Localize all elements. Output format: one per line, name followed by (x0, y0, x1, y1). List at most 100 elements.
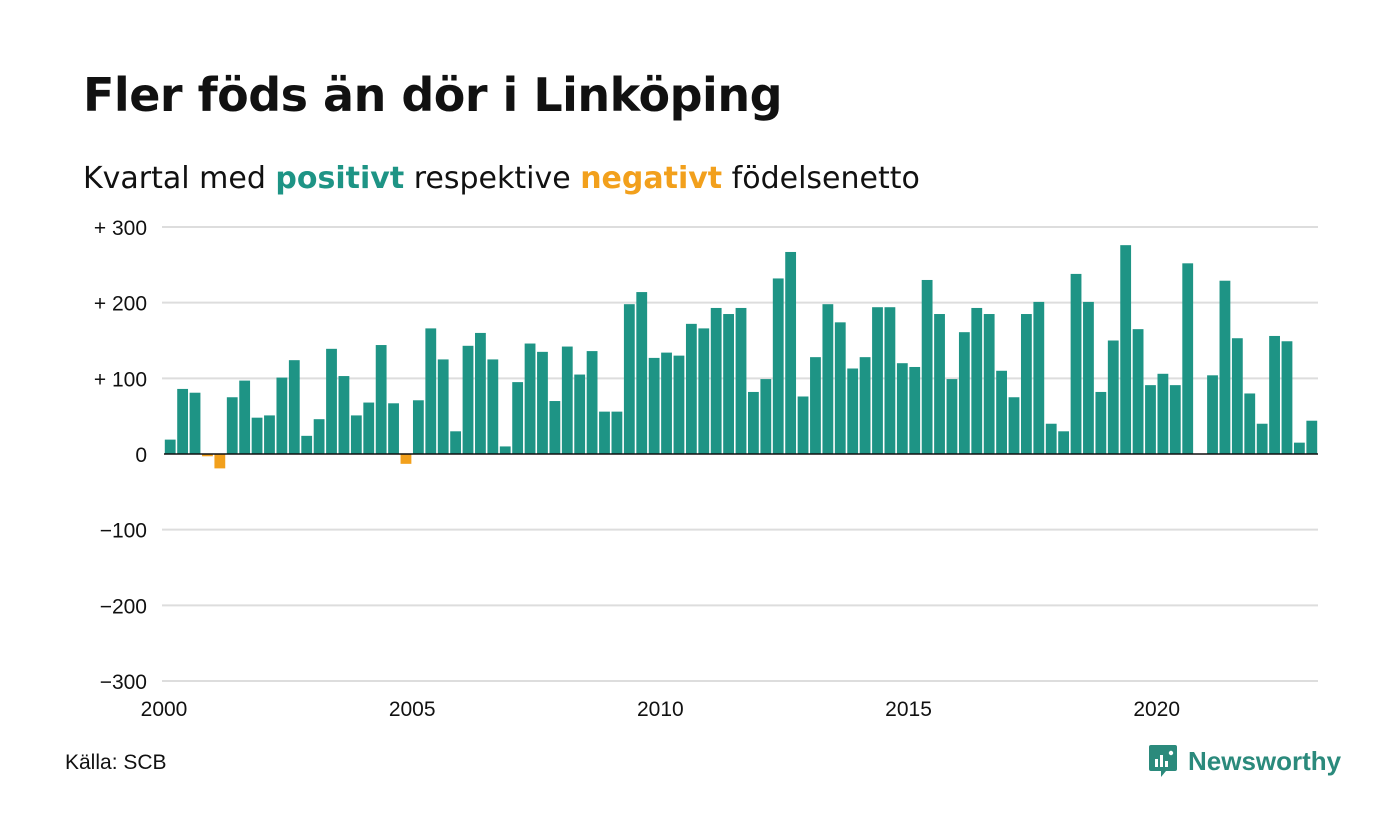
bar-2022Q3 (1281, 341, 1293, 454)
brand-name: Newsworthy (1188, 745, 1342, 776)
bar-2001Q3 (239, 380, 251, 454)
bar-2017Q3 (1033, 301, 1045, 454)
bar-2020Q2 (1169, 385, 1181, 454)
bars (164, 245, 1318, 469)
bar-2009Q1 (611, 411, 623, 454)
bar-2015Q1 (909, 366, 921, 454)
bar-2013Q2 (822, 304, 834, 454)
bar-2017Q2 (1020, 314, 1032, 454)
y-tick-label: −200 (100, 595, 147, 618)
x-tick-label: 2000 (141, 698, 188, 721)
bar-2003Q1 (313, 419, 325, 454)
bar-2006Q4 (499, 446, 511, 454)
bar-2012Q1 (760, 379, 772, 454)
newsworthy-logo-icon (1149, 745, 1177, 777)
bar-2018Q1 (1058, 431, 1070, 454)
bar-2015Q2 (921, 279, 933, 454)
axes: + 300 + 200 + 100 0 −100 −200 −300 2000 2005 2010… (94, 217, 1318, 721)
bar-2005Q3 (437, 359, 449, 454)
bar-2007Q4 (549, 401, 561, 454)
bar-2023Q1 (1306, 420, 1318, 454)
bar-2000Q3 (189, 392, 201, 454)
bar-2007Q3 (537, 351, 548, 454)
bar-2003Q4 (350, 415, 362, 454)
bar-2005Q1 (412, 400, 424, 454)
bar-2005Q2 (425, 328, 437, 454)
bar-2008Q2 (574, 374, 586, 454)
bar-2022Q4 (1293, 442, 1305, 454)
bar-2016Q1 (958, 332, 970, 454)
subtitle-positive-word: positivt (275, 161, 405, 196)
bar-2008Q1 (561, 346, 573, 454)
bar-2001Q1 (214, 454, 226, 469)
bar-2018Q4 (1095, 391, 1107, 454)
bar-2014Q3 (884, 307, 896, 454)
x-tick-label: 2005 (389, 698, 436, 721)
bar-2014Q4 (896, 363, 908, 454)
bar-2018Q2 (1070, 273, 1082, 454)
bar-2019Q3 (1132, 329, 1144, 454)
subtitle-negative-word: negativt (580, 161, 723, 196)
bar-2004Q4 (400, 454, 412, 464)
bar-2006Q2 (475, 332, 486, 454)
y-tick-label: −300 (100, 671, 147, 694)
x-tick-label: 2015 (885, 698, 932, 721)
bar-2001Q4 (251, 417, 263, 454)
bar-2016Q2 (971, 307, 983, 454)
bar-2013Q1 (810, 357, 821, 454)
bar-2007Q2 (524, 343, 536, 454)
bar-2021Q3 (1231, 338, 1243, 454)
bar-2007Q1 (512, 382, 524, 454)
x-tick-label: 2010 (637, 698, 684, 721)
bar-2011Q4 (748, 391, 759, 454)
bar-2011Q2 (723, 314, 734, 454)
bar-2002Q3 (288, 360, 300, 454)
bar-2010Q1 (661, 352, 672, 454)
bar-2020Q1 (1157, 373, 1169, 454)
bar-2004Q3 (388, 403, 399, 454)
bar-2012Q3 (785, 251, 797, 454)
subtitle-suffix: födelsenetto (722, 161, 920, 196)
bar-2010Q3 (685, 323, 697, 454)
bar-2021Q4 (1244, 393, 1256, 454)
bar-2019Q1 (1107, 340, 1119, 454)
bar-2008Q4 (599, 411, 610, 454)
bar-2010Q2 (673, 355, 685, 454)
y-tick-label: 0 (135, 444, 147, 467)
bar-2022Q2 (1269, 335, 1280, 454)
bar-2021Q2 (1219, 280, 1231, 454)
bar-2001Q2 (226, 397, 238, 454)
bar-2016Q3 (983, 314, 995, 454)
bar-2014Q2 (872, 307, 883, 454)
bar-2003Q2 (326, 348, 337, 454)
bar-2017Q1 (1008, 397, 1020, 454)
bar-2006Q1 (462, 345, 474, 454)
bar-2009Q3 (636, 292, 648, 454)
chart-subtitle: Kvartal med positivt respektive negativt… (83, 164, 920, 194)
bar-2004Q1 (363, 402, 375, 454)
y-tick-label: + 100 (94, 368, 147, 391)
bar-2021Q1 (1207, 375, 1218, 454)
bar-2006Q3 (487, 359, 499, 454)
subtitle-middle: respektive (404, 161, 581, 196)
bar-2003Q3 (338, 376, 350, 454)
bar-2009Q4 (648, 357, 660, 454)
bar-2010Q4 (698, 328, 710, 454)
bar-2002Q4 (301, 435, 313, 454)
chart-title: Fler föds än dör i Linköping (83, 68, 783, 122)
bar-2002Q1 (264, 415, 275, 454)
bar-2012Q4 (797, 396, 809, 454)
bar-2004Q2 (375, 345, 387, 454)
y-tick-label: + 200 (94, 293, 147, 316)
bar-2005Q4 (450, 431, 462, 454)
bar-2016Q4 (996, 370, 1007, 454)
bar-2000Q1 (164, 439, 176, 454)
bar-2019Q2 (1120, 245, 1132, 454)
bar-2013Q4 (847, 368, 859, 454)
x-tick-label: 2020 (1133, 698, 1180, 721)
bar-2019Q4 (1145, 385, 1156, 454)
bar-2020Q3 (1182, 263, 1194, 454)
brand-logo: Newsworthy (1148, 744, 1341, 778)
bar-2018Q3 (1083, 301, 1094, 454)
